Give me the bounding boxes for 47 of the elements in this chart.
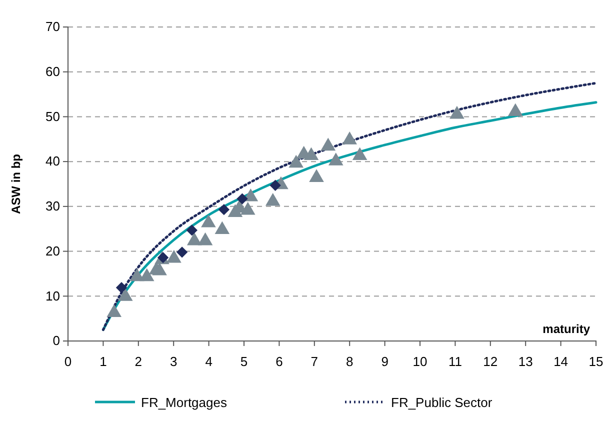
point — [240, 202, 256, 215]
x-tick-label: 14 — [554, 354, 568, 369]
point — [166, 250, 182, 263]
y-axis-title: ASW in bp — [9, 154, 23, 214]
legend-label: FR_Public Sector — [391, 395, 493, 410]
x-tick-label: 4 — [205, 354, 212, 369]
point — [201, 214, 216, 228]
x-tick-label: 7 — [310, 354, 318, 369]
point — [106, 304, 122, 318]
point — [152, 262, 167, 276]
x-tick-label: 8 — [346, 354, 354, 369]
y-tick-label: 50 — [46, 108, 60, 124]
point — [288, 154, 304, 168]
y-tick-label: 0 — [52, 333, 60, 348]
point — [139, 268, 154, 282]
x-tick-label: 0 — [64, 354, 72, 369]
x-tick-label: 12 — [483, 354, 498, 369]
point — [309, 169, 324, 182]
point — [352, 147, 368, 160]
point — [328, 152, 344, 166]
x-tick-label: 1 — [100, 354, 107, 369]
x-tick-label: 5 — [240, 354, 248, 369]
x-tick-label: 2 — [134, 354, 142, 369]
point — [508, 103, 523, 116]
point — [198, 232, 213, 246]
x-tick-label: 11 — [448, 354, 462, 369]
x-tick-label: 3 — [170, 354, 178, 369]
point — [265, 192, 280, 206]
y-tick-label: 60 — [46, 64, 60, 80]
point — [320, 138, 336, 151]
x-tick-label: 15 — [588, 354, 604, 369]
y-tick-label: 40 — [46, 154, 60, 169]
legend-label: FR_Mortgages — [141, 395, 228, 410]
y-tick-label: 70 — [46, 19, 60, 34]
point — [304, 147, 319, 160]
point — [342, 131, 358, 144]
x-tick-label: 13 — [518, 354, 533, 369]
x-tick-label: 6 — [276, 354, 283, 369]
y-tick-label: 10 — [46, 288, 60, 304]
y-tick-label: 30 — [46, 198, 60, 214]
point — [118, 288, 133, 301]
x-axis-title: maturity — [542, 322, 590, 336]
y-tick-label: 20 — [46, 243, 60, 258]
point — [214, 221, 230, 234]
x-tick-label: 9 — [381, 354, 388, 369]
x-tick-label: 10 — [412, 354, 428, 369]
point — [450, 106, 464, 119]
